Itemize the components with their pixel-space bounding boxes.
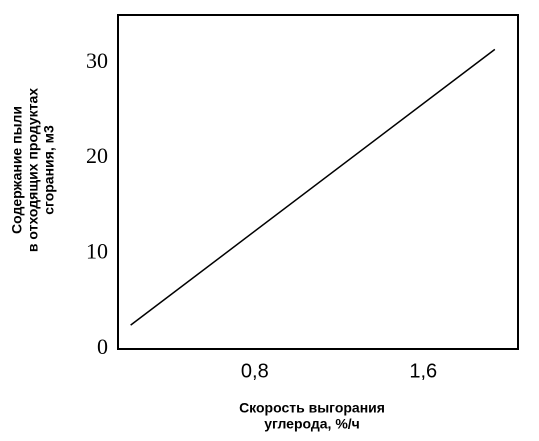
x-tick-label: 0,8 <box>241 360 269 382</box>
y-tick-label: 20 <box>86 143 108 168</box>
y-tick-label: 0 <box>97 334 108 359</box>
y-tick-label: 10 <box>86 239 108 264</box>
y-axis-label-group: Содержание пыли в отходящих продуктах сгор… <box>9 88 57 252</box>
y-axis-label: Содержание пыли <box>9 106 25 234</box>
y-axis-label: сгорания, м3 <box>41 125 57 215</box>
data-line <box>130 48 496 326</box>
x-axis-label: Скорость выгорания <box>239 400 385 416</box>
plot-frame <box>117 14 519 350</box>
y-axis-label: в отходящих продуктах <box>25 88 41 252</box>
x-tick-label: 1,6 <box>409 360 437 382</box>
y-tick-label: 30 <box>86 48 108 73</box>
x-axis-label: углерода, %/ч <box>264 416 360 432</box>
